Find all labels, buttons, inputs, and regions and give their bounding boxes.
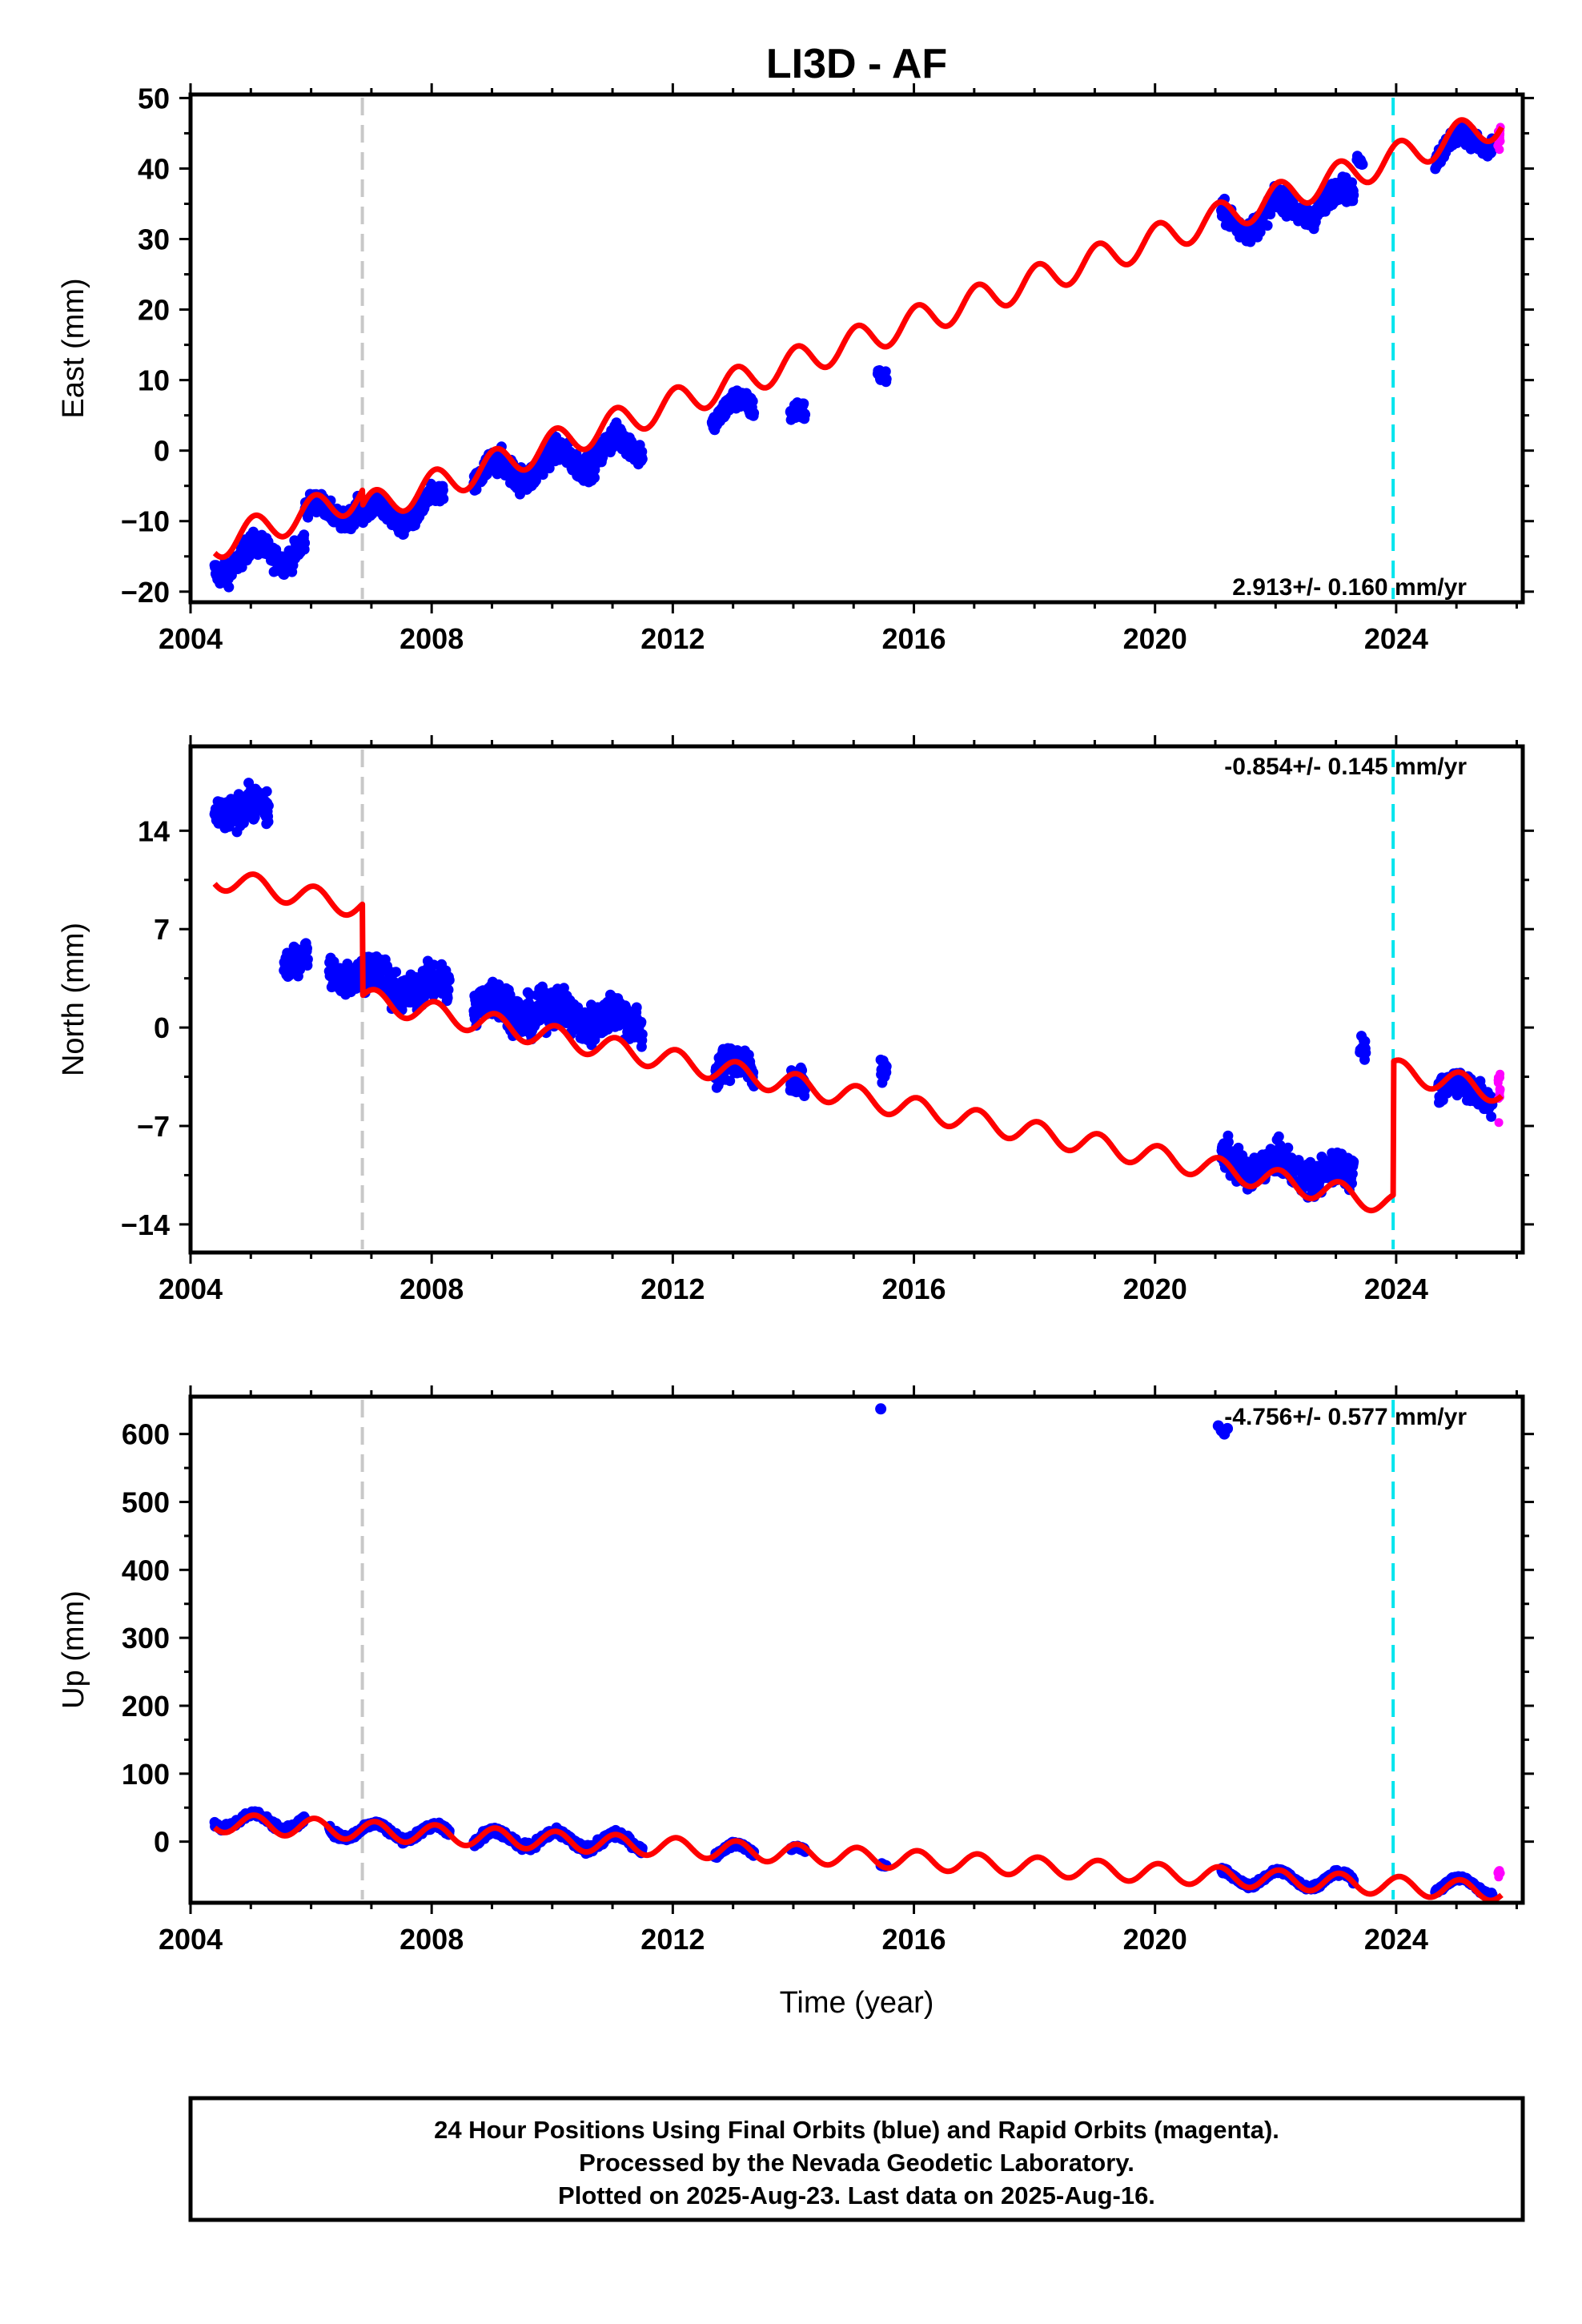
north-y-tick-label: 14 — [138, 814, 170, 847]
north-final-point — [443, 984, 454, 995]
north-rapid-point — [1494, 1118, 1504, 1128]
north-panel: North (mm) 2004 2008 2012 2016 2020 2024 −14 −7… — [57, 735, 1534, 1305]
north-final-point — [631, 1002, 642, 1013]
east-final-point — [1357, 159, 1368, 170]
east-final-point — [800, 409, 811, 420]
up-y-axis-label: Up (mm) — [57, 1590, 90, 1709]
east-final-point — [348, 520, 359, 531]
east-x-tick-label: 2020 — [1123, 622, 1187, 655]
north-y-axis-label: North (mm) — [57, 923, 90, 1076]
east-final-point — [798, 398, 809, 409]
north-x-tick-label: 2012 — [640, 1273, 705, 1305]
east-x-tick-label: 2008 — [400, 622, 464, 655]
east-final-point — [537, 469, 548, 480]
north-y-tick-label: −14 — [121, 1208, 170, 1241]
east-final-point — [881, 373, 892, 384]
east-y-tick-label: 10 — [138, 364, 170, 397]
north-final-point — [1223, 1136, 1234, 1148]
east-final-point — [1262, 220, 1273, 231]
east-x-tick-label: 2016 — [881, 622, 946, 655]
north-final-point — [444, 975, 455, 986]
east-rapid-point — [1495, 145, 1504, 155]
east-final-point — [747, 396, 758, 407]
east-y-tick-label: −10 — [121, 505, 170, 538]
east-final-point — [438, 493, 449, 505]
north-plot-frame — [188, 744, 1525, 1255]
north-final-point — [620, 1002, 632, 1013]
north-y-tick-label: −7 — [137, 1110, 170, 1143]
chart-title: LI3D - AF — [766, 41, 947, 87]
east-final-point — [299, 529, 310, 541]
east-plot-frame — [188, 92, 1525, 605]
east-x-tick-label: 2012 — [640, 622, 705, 655]
north-final-point — [302, 943, 312, 954]
east-final-point — [1265, 209, 1276, 219]
east-final-point — [223, 581, 235, 593]
north-final-point — [442, 992, 453, 1003]
north-final-point — [1283, 1142, 1294, 1153]
east-final-point — [299, 537, 311, 549]
north-final-point — [636, 1016, 647, 1027]
north-final-point — [428, 959, 440, 971]
north-final-point — [1360, 1047, 1371, 1059]
north-x-tick-label: 2008 — [400, 1273, 464, 1305]
east-y-tick-label: 40 — [138, 152, 170, 185]
east-final-point — [589, 472, 600, 483]
north-rapid-point — [1496, 1086, 1505, 1096]
east-y-axis-label: East (mm) — [57, 278, 90, 418]
up-data-points — [209, 1403, 1505, 1902]
x-axis-label: Time (year) — [780, 1986, 934, 2020]
east-data-points — [209, 118, 1505, 593]
north-rate-label: -0.854+/- 0.145 mm/yr — [1224, 754, 1467, 780]
north-x-tick-label: 2020 — [1123, 1273, 1187, 1305]
north-final-point — [881, 1061, 892, 1072]
north-final-point — [1347, 1168, 1358, 1180]
east-y-tick-label: −20 — [121, 576, 170, 609]
north-x-tick-label: 2024 — [1364, 1273, 1428, 1305]
north-final-point — [1273, 1131, 1284, 1142]
east-rate-label: 2.913+/- 0.160 mm/yr — [1232, 574, 1467, 601]
north-final-point — [1486, 1111, 1497, 1122]
east-final-point — [437, 485, 448, 496]
north-x-tick-label: 2004 — [159, 1273, 223, 1305]
north-final-point — [263, 816, 274, 827]
north-final-point — [636, 1029, 648, 1039]
east-x-tick-label: 2024 — [1364, 622, 1428, 655]
east-x-tick-label: 2004 — [159, 622, 223, 655]
east-y-tick-label: 30 — [138, 223, 170, 256]
up-panel: Up (mm) Time (year) 2004 2008 2012 2016 2020… — [57, 1385, 1534, 2020]
north-y-tick-label: 7 — [154, 913, 170, 946]
east-final-point — [749, 408, 760, 419]
north-final-point — [263, 800, 274, 811]
north-model-line — [212, 871, 1504, 1214]
east-y-tick-label: 0 — [154, 435, 170, 468]
north-data-points — [209, 778, 1505, 1203]
east-final-point — [1255, 227, 1266, 238]
east-model-line — [212, 117, 1504, 561]
east-y-tick-label: 50 — [138, 82, 170, 115]
north-final-point — [725, 1076, 736, 1087]
north-x-tick-label: 2016 — [881, 1273, 946, 1305]
north-rapid-point — [1493, 1078, 1503, 1088]
north-final-point — [261, 786, 272, 797]
east-final-point — [636, 453, 648, 464]
north-y-tick-label: 0 — [154, 1011, 170, 1044]
north-final-point — [391, 967, 402, 978]
east-panel: East (mm) 2004 2008 2012 2016 2020 2024 −20 −10… — [57, 82, 1534, 655]
north-final-point — [1348, 1156, 1359, 1168]
north-final-point — [302, 954, 313, 965]
east-y-tick-label: 20 — [138, 294, 170, 327]
east-final-point — [1348, 190, 1359, 201]
